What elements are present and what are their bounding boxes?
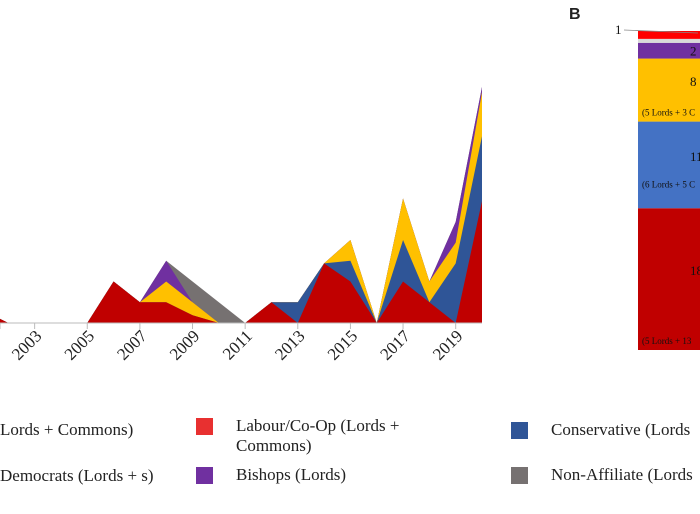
legend-item-bishops: Bishops (Lords) (196, 465, 346, 485)
stack-segment-value-label: 8 (690, 74, 697, 89)
area-series-labourcoop (0, 201, 482, 323)
stack-segment-value-label: 11 (690, 149, 700, 164)
legend-item-lords-commons-truncated: Lords + Commons) (0, 420, 133, 440)
stacked-bar-panel-b: 18 (5 Lords + 13 11 (6 Lords + 5 C 8 (5 Lords… (615, 22, 700, 350)
x-tick-label: 2015 (324, 326, 361, 363)
legend-item-labour: Labour/Co-Op (Lords + Commons) (196, 416, 466, 456)
x-tick-label: 2017 (376, 326, 414, 364)
legend-item-conservative: Conservative (Lords (511, 420, 690, 440)
x-tick-label: 2011 (219, 326, 256, 363)
legend-swatch-bishops (196, 467, 213, 484)
x-tick-label: 2019 (429, 326, 466, 363)
stack-segment-value-label: 1 (615, 22, 622, 37)
panel-b-label: B (569, 6, 581, 23)
legend-swatch-conservative (511, 422, 528, 439)
x-tick-label: 2005 (61, 326, 98, 363)
area-series-layers (0, 87, 482, 323)
stack-segment (638, 121, 700, 209)
x-tick-label: 2013 (271, 326, 308, 363)
legend-label: Democrats (Lords + s) (0, 466, 154, 485)
area-series-conservative (0, 136, 482, 323)
stack-segment-sublabel: (5 Lords + 13 (642, 336, 692, 346)
stack-segment-value-label: 2 (690, 44, 697, 59)
stack-segment-value-label: 18 (690, 263, 700, 278)
legend-item-libdem-truncated: Democrats (Lords + s) (0, 466, 160, 486)
chart-area: 2003 2005 2007 2009 2011 2013 2015 2017 2019 18(… (0, 22, 700, 364)
stack-segment (638, 31, 700, 39)
legend-swatch-labour (196, 418, 213, 435)
legend-label: Bishops (Lords) (236, 465, 347, 484)
x-tick-label: 2003 (8, 326, 45, 363)
stack-segment-sublabel: (6 Lords + 5 C (642, 179, 695, 189)
legend-label: Conservative (Lords (551, 420, 691, 439)
stack-segment (638, 208, 700, 350)
stack-segment-sublabel: (5 Lords + 3 C (642, 108, 695, 118)
stack-segment (638, 42, 700, 59)
leader-line (623, 29, 699, 34)
x-axis-ticks (0, 323, 457, 329)
legend-swatch-non-affiliate (511, 467, 528, 484)
stack-segment (638, 58, 700, 122)
x-tick-label: 2007 (113, 326, 151, 364)
x-axis-tick-labels: 2003 2005 2007 2009 2011 2013 2015 2017 2019 (8, 326, 467, 364)
legend-label: Non-Affiliate (Lords (551, 465, 693, 484)
x-tick-label: 2009 (166, 326, 203, 363)
stack-segment (638, 38, 700, 43)
legend-label: Labour/Co-Op (Lords + Commons) (236, 416, 400, 455)
legend-item-non-affiliate: Non-Affiliate (Lords (511, 465, 693, 485)
legend-label: Lords + Commons) (0, 420, 134, 439)
